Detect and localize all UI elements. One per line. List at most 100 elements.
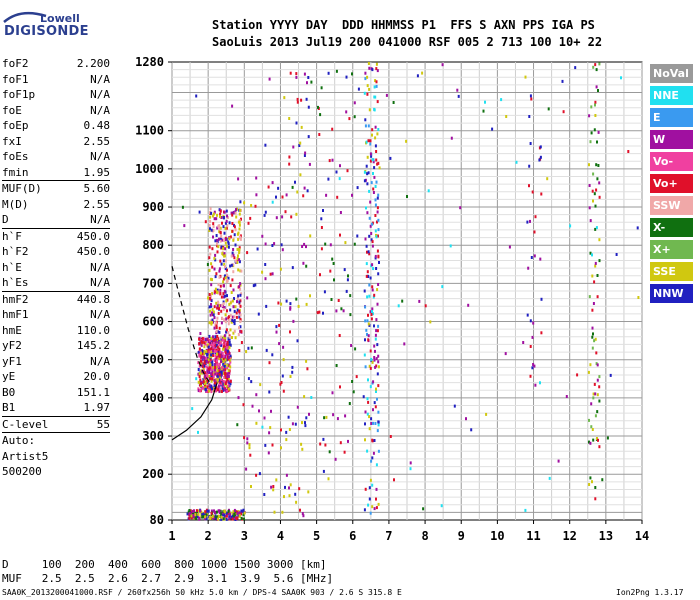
echo-point [238, 349, 241, 352]
echo-point [389, 435, 392, 438]
echo-point [226, 279, 229, 283]
echo-point [366, 155, 369, 159]
echo-point [592, 302, 595, 305]
echo-point [227, 319, 230, 323]
echo-point [222, 225, 225, 229]
echo-point [372, 160, 375, 164]
echo-point [268, 390, 271, 394]
echo-point [210, 384, 213, 388]
echo-point [225, 380, 228, 384]
echo-point [373, 439, 376, 442]
echo-point [272, 485, 275, 488]
echo-point [214, 354, 217, 358]
echo-point [548, 476, 551, 480]
echo-point [540, 331, 543, 335]
echo-point [355, 375, 358, 379]
echo-point [280, 302, 283, 306]
echo-point [240, 269, 243, 273]
echo-point [189, 509, 192, 513]
echo-point [324, 443, 327, 447]
echo-point [377, 272, 380, 276]
echo-point [289, 483, 292, 487]
echo-point [200, 351, 202, 355]
echo-point [592, 392, 595, 396]
echo-point [291, 365, 294, 369]
echo-point [240, 292, 243, 296]
echo-point [222, 368, 225, 372]
echo-point [273, 242, 276, 246]
echo-point [191, 407, 194, 411]
echo-point [370, 154, 373, 158]
echo-point [369, 139, 372, 143]
echo-point [264, 263, 267, 266]
echo-point [226, 214, 228, 218]
echo-point [222, 216, 225, 219]
param-separator [2, 290, 110, 292]
echo-point [470, 428, 473, 432]
echo-point [485, 412, 488, 416]
echo-point [589, 363, 592, 367]
echo-point [214, 290, 217, 294]
echo-point [594, 414, 597, 418]
echo-point [323, 290, 326, 294]
echo-point [275, 195, 277, 199]
echo-point [289, 71, 292, 75]
echo-point [208, 374, 211, 378]
echo-point [201, 355, 204, 359]
echo-point [268, 77, 271, 81]
echo-point [181, 205, 184, 209]
echo-point [627, 150, 630, 153]
echo-point [230, 263, 233, 267]
echo-point [304, 421, 306, 425]
echo-point [188, 509, 191, 512]
echo-point [223, 364, 226, 368]
param-label: foF1 [2, 72, 29, 86]
echo-point [368, 427, 371, 431]
echo-point [322, 311, 324, 315]
echo-point [529, 219, 531, 223]
echo-point [236, 297, 239, 300]
echo-point [377, 384, 380, 388]
echo-point [221, 513, 224, 517]
echo-point [539, 155, 542, 159]
echo-point [325, 193, 328, 197]
param-row: foE N/A [2, 103, 110, 119]
echo-point [199, 382, 202, 386]
echo-point [208, 339, 211, 343]
echo-point [367, 139, 370, 143]
echo-point [214, 275, 217, 279]
echo-point [219, 226, 222, 230]
echo-point [268, 361, 271, 365]
echo-point [289, 307, 292, 311]
echo-point [636, 226, 639, 230]
echo-point [234, 305, 237, 309]
echo-point [343, 450, 346, 454]
param-value: 440.8 [76, 292, 110, 306]
echo-point [296, 339, 299, 343]
echo-point [597, 438, 599, 442]
echo-point [373, 401, 376, 405]
echo-point [219, 230, 222, 234]
param-label: fmin [2, 165, 29, 179]
echo-point [224, 267, 227, 271]
echo-point [307, 490, 310, 494]
echo-point [319, 113, 322, 117]
param-label: foEp [2, 119, 29, 132]
echo-point [209, 252, 212, 256]
echo-point [207, 509, 210, 513]
echo-point [220, 335, 222, 339]
x-tick-label: 12 [562, 529, 576, 543]
echo-point [225, 209, 228, 213]
echo-point [594, 114, 597, 117]
echo-point [338, 177, 341, 181]
echo-point [374, 422, 377, 425]
param-value: N/A [90, 308, 110, 321]
echo-point [211, 214, 214, 218]
echo-point [595, 163, 598, 167]
param-row: B0 151.1 [2, 385, 110, 401]
echo-point [292, 319, 295, 323]
echo-point [224, 354, 227, 358]
echo-point [225, 388, 228, 392]
echo-point [225, 330, 228, 334]
echo-point [374, 79, 377, 83]
